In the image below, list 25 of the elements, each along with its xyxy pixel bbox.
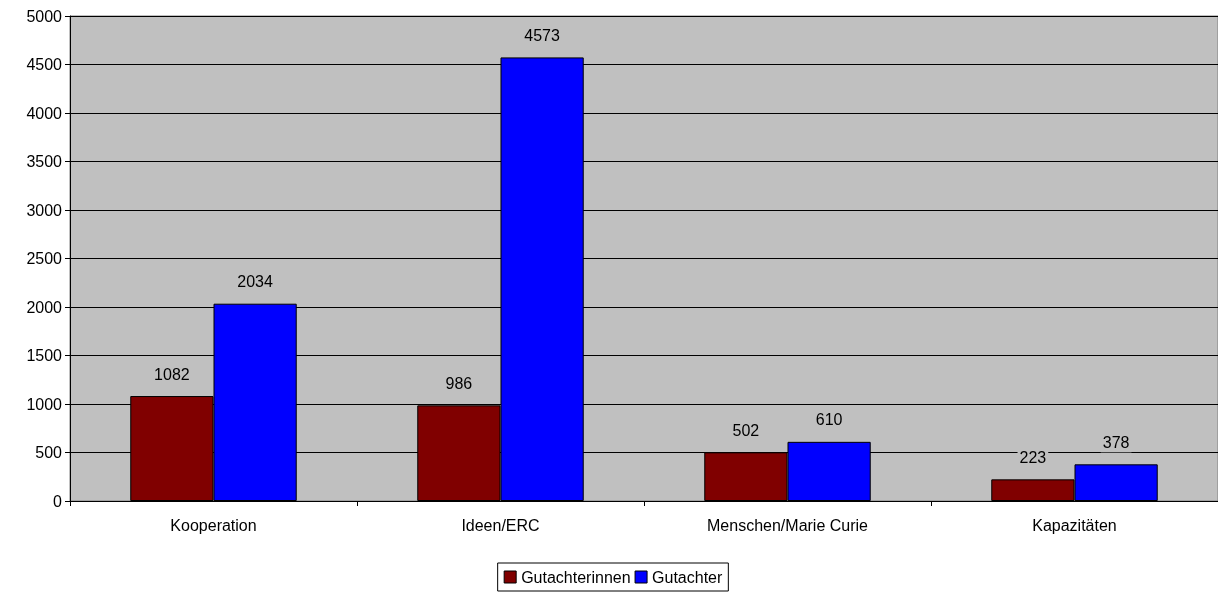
y-tick-label: 2000 xyxy=(26,298,63,316)
data-label: 378 xyxy=(1102,433,1130,451)
x-tick-label: Menschen/Marie Curie xyxy=(707,516,869,534)
y-tick-label: 5000 xyxy=(26,7,63,25)
y-tick-label: 1000 xyxy=(26,395,63,413)
legend-label: Gutachterinnen xyxy=(521,568,631,586)
y-tick-label: 2500 xyxy=(26,250,63,267)
x-tick-label: Kooperation xyxy=(170,516,257,534)
data-label: 223 xyxy=(1019,448,1047,466)
legend-label: Gutachter xyxy=(652,568,723,586)
y-tick-label: 1500 xyxy=(26,347,63,364)
y-tick-label: 500 xyxy=(35,444,63,461)
data-label: 1082 xyxy=(154,365,190,383)
y-tick-label: 4500 xyxy=(26,56,63,73)
x-tick-label: Kapazitäten xyxy=(1032,516,1117,534)
data-label: 4573 xyxy=(524,26,561,44)
data-label: 2034 xyxy=(237,273,274,291)
data-label: 986 xyxy=(445,374,473,392)
x-tick-label: Ideen/ERC xyxy=(461,516,540,534)
y-tick-label: 0 xyxy=(53,492,63,510)
data-label: 610 xyxy=(815,411,843,429)
y-tick-label: 4000 xyxy=(26,104,63,122)
data-label: 502 xyxy=(732,421,760,439)
y-tick-label: 3500 xyxy=(26,153,63,170)
y-tick-label: 3000 xyxy=(26,201,63,219)
